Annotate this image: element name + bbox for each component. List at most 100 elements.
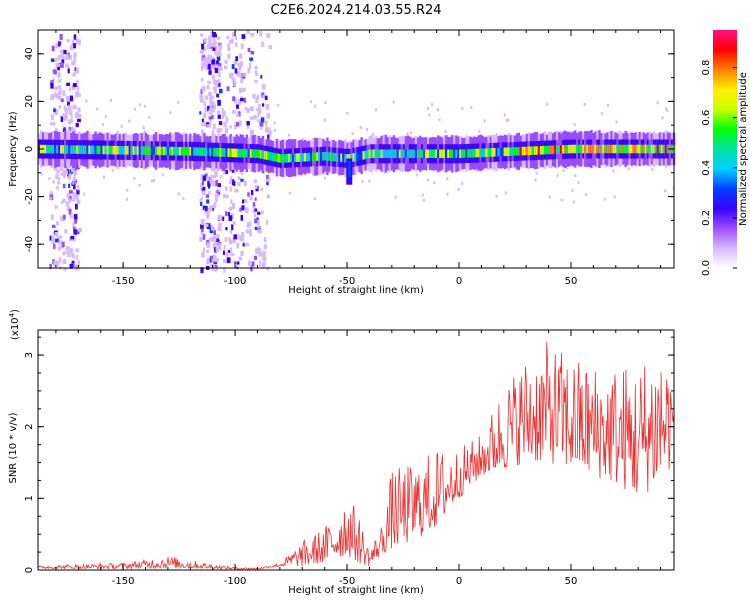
spectrogram-band-core xyxy=(620,144,623,154)
spectrogram-band-core xyxy=(503,147,506,157)
spectrogram-noise-cell xyxy=(431,103,434,107)
spectrogram-noise-cell xyxy=(256,94,260,100)
spectrogram-noise-cell xyxy=(268,177,271,181)
spectrogram-band-core xyxy=(433,149,436,159)
spectrogram-band-core xyxy=(300,153,303,162)
spectrogram-noise-cell xyxy=(210,263,214,268)
spectrogram-noise-cell xyxy=(218,128,223,132)
spectrogram-noise-cell xyxy=(260,117,265,123)
colorbar-tick-label: 0.8 xyxy=(701,60,712,76)
spectrogram-noise-cell xyxy=(68,198,71,204)
spectrogram-noise-cell xyxy=(62,90,66,96)
spectrogram-noise-cell xyxy=(213,202,217,208)
spectrogram-noise-cell xyxy=(62,183,66,189)
spectrogram-noise-cell xyxy=(71,40,75,46)
spectrogram-noise-cell xyxy=(230,199,233,204)
spectrogram-noise-cell xyxy=(73,43,77,49)
spectrogram-band-core xyxy=(535,146,539,155)
spectrogram-band-core xyxy=(209,147,212,157)
spectrogram-noise-cell xyxy=(225,227,228,231)
spectrogram-noise-cell xyxy=(218,51,222,57)
spectrogram-noise-cell xyxy=(259,108,262,112)
spectrogram-noise-cell xyxy=(223,65,228,70)
spectrogram-noise-cell xyxy=(259,122,264,127)
spectrogram-noise-cell xyxy=(253,213,257,217)
spectrogram-noise-cell xyxy=(226,86,230,92)
spectrogram-noise-cell xyxy=(255,248,259,255)
spectrogram-noise-cell xyxy=(216,234,220,239)
spectrogram-noise-cell xyxy=(66,82,70,87)
spectrogram-noise-cell xyxy=(204,59,209,65)
spectrogram-noise-cell xyxy=(202,49,205,56)
spectrogram-noise-cell xyxy=(50,80,54,84)
spectrogram-noise-cell xyxy=(209,119,212,125)
spectrogram-noise-cell xyxy=(70,235,75,240)
spectrogram-noise-cell xyxy=(218,227,222,231)
spectrogram-band-core xyxy=(207,147,210,157)
colorbar-ticks: 0.0 0.2 0.4 0.6 0.8 xyxy=(701,60,737,276)
spectrogram-band-core xyxy=(475,148,478,158)
spectrogram-noise-cell xyxy=(210,43,214,48)
spectrogram-marks xyxy=(38,30,676,274)
spectrogram-band-core xyxy=(390,149,394,159)
spectrogram-band-core xyxy=(594,144,597,154)
spectrogram-band-core xyxy=(420,149,424,159)
spectrogram-band-core xyxy=(291,153,295,163)
spectrogram-noise-cell xyxy=(67,174,72,180)
spectrogram-band-core xyxy=(203,147,206,157)
spectrogram-noise-cell xyxy=(201,129,204,133)
spectrogram-noise-cell xyxy=(210,101,215,106)
spectrogram-xtick-label: 0 xyxy=(456,276,462,287)
spectrogram-noise-cell xyxy=(226,118,229,123)
spectrogram-noise-cell xyxy=(241,205,245,211)
spectrogram-noise-cell xyxy=(212,64,216,70)
spectrogram-noise-cell xyxy=(73,164,78,168)
spectrogram-noise-cell xyxy=(73,229,78,235)
spectrogram-noise-cell xyxy=(72,192,76,197)
spectrogram-noise-cell xyxy=(572,200,575,204)
spectrogram-noise-cell xyxy=(211,263,215,269)
spectrogram-noise-cell xyxy=(226,36,230,40)
spectrogram-noise-cell xyxy=(212,256,216,261)
spectrogram-noise-cell xyxy=(231,179,235,186)
spectrogram-noise-cell xyxy=(249,195,253,201)
spectrogram-noise-cell xyxy=(214,197,218,202)
spectrogram-noise-cell xyxy=(235,42,238,47)
spectrogram-noise-cell xyxy=(246,125,250,129)
snr-background xyxy=(38,330,674,570)
spectrogram-noise-cell xyxy=(258,103,261,109)
spectrogram-band-core xyxy=(392,149,396,159)
spectrogram-noise-cell xyxy=(211,267,215,271)
spectrogram-noise-cell xyxy=(49,122,54,126)
spectrogram-noise-cell xyxy=(62,198,66,203)
spectrogram-noise-cell xyxy=(208,237,213,242)
spectrogram-band-core xyxy=(435,149,438,159)
spectrogram-band-core xyxy=(285,153,289,163)
spectrogram-band-core xyxy=(384,149,388,159)
spectrogram-band-core xyxy=(545,145,549,155)
spectrogram-noise-cell xyxy=(237,71,241,78)
spectrogram-noise-cell xyxy=(254,185,258,189)
spectrogram-noise-cell xyxy=(73,34,77,40)
spectrogram-band-core xyxy=(499,147,502,157)
spectrogram-noise-cell xyxy=(207,63,211,70)
spectrogram-noise-cell xyxy=(220,174,223,178)
spectrogram-band-core xyxy=(529,146,533,156)
spectrogram-noise-cell xyxy=(72,197,76,202)
spectrogram-band-core xyxy=(400,149,404,159)
spectrogram-noise-cell xyxy=(69,95,74,102)
spectrogram-band-core xyxy=(624,144,627,154)
spectrogram-noise-cell xyxy=(206,249,210,253)
spectrogram-noise-cell xyxy=(74,203,78,210)
spectrogram-noise-cell xyxy=(214,172,218,177)
spectrogram-noise-cell xyxy=(559,130,562,134)
spectrogram-noise-cell xyxy=(535,171,538,175)
spectrogram-noise-cell xyxy=(238,256,242,261)
spectrogram-band-core xyxy=(253,149,257,158)
spectrogram-noise-cell xyxy=(233,260,237,264)
spectrogram-noise-cell xyxy=(392,100,395,104)
spectrogram-band-core xyxy=(283,154,287,163)
spectrogram-band-core xyxy=(632,144,635,154)
spectrogram-noise-cell xyxy=(212,46,216,52)
spectrogram-band-core xyxy=(293,153,297,163)
